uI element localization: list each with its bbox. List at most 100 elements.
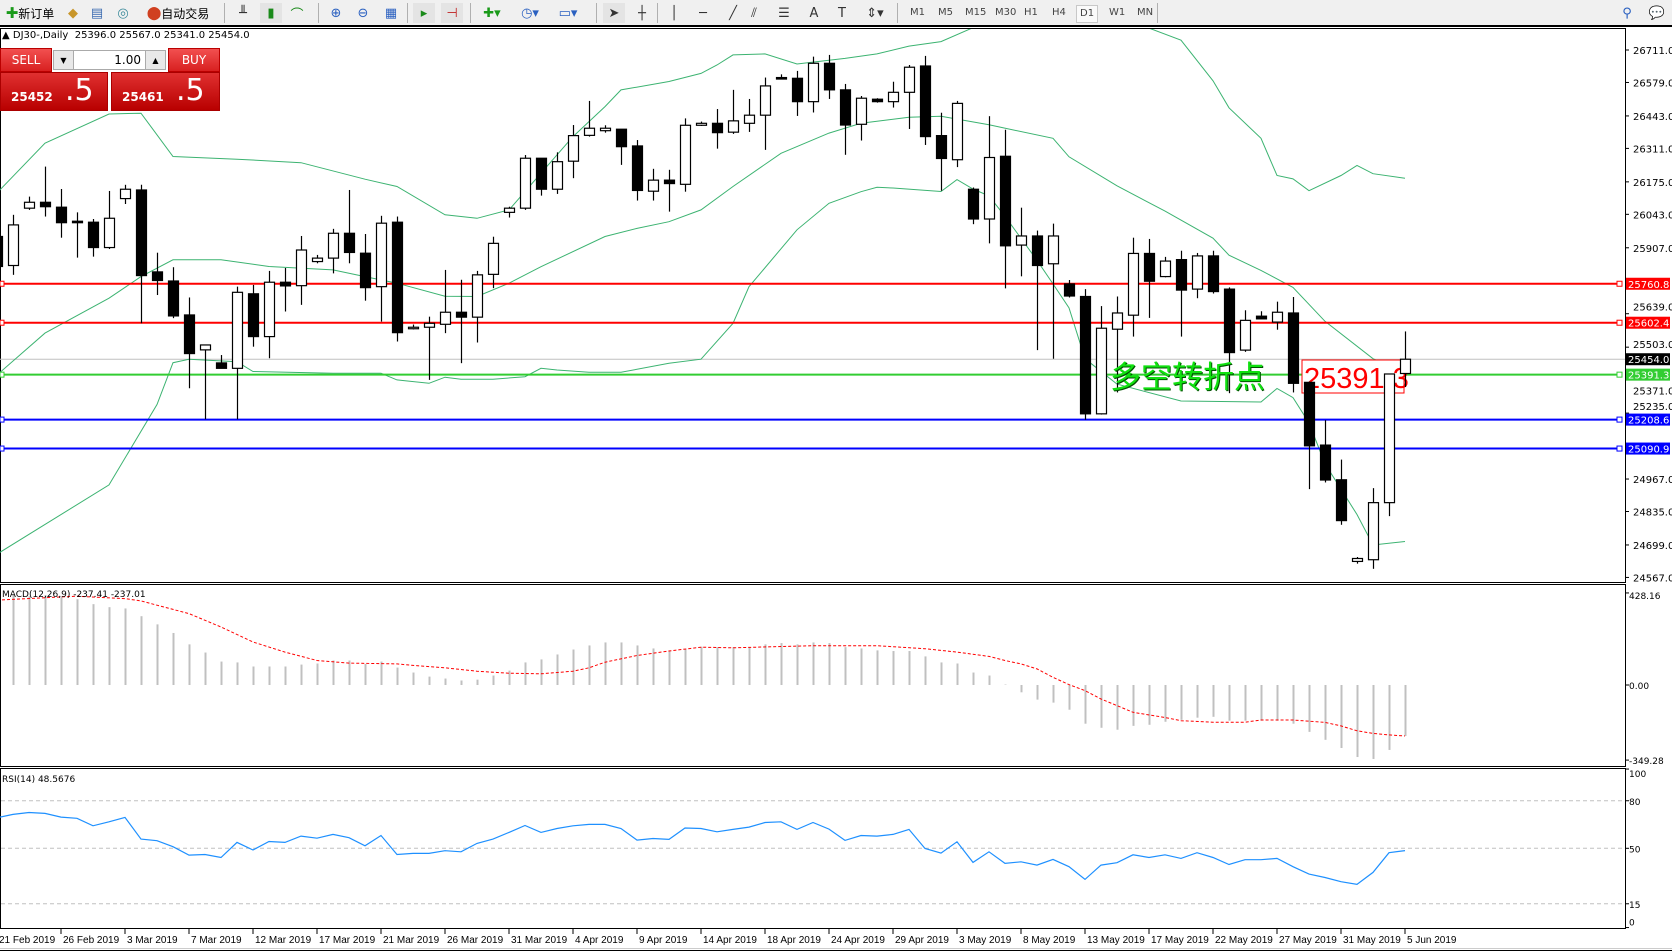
level-line-handle: [1616, 280, 1623, 287]
zoom-out-icon[interactable]: ⊖: [357, 5, 369, 21]
candle: [1239, 310, 1252, 352]
chart-shift-icon[interactable]: ⊣: [441, 3, 463, 23]
candle: [231, 286, 244, 420]
price-tick-label: 25639.0: [1633, 303, 1672, 314]
candle-body: [1351, 557, 1364, 563]
rsi-line: [0, 811, 1406, 886]
candle: [1271, 301, 1284, 330]
text-icon[interactable]: A: [809, 5, 819, 21]
buy-button[interactable]: BUY: [168, 48, 220, 72]
candle: [1127, 237, 1140, 337]
candlestick-icon[interactable]: ▮: [260, 3, 282, 23]
buy-price-button[interactable]: 25461 .5: [111, 72, 220, 111]
candle: [743, 98, 756, 132]
candle: [1031, 230, 1044, 351]
arrows-icon[interactable]: ⇕▾: [866, 5, 884, 21]
level-price-label: 25090.9: [1628, 445, 1669, 456]
price-tick-label: 24967.0: [1633, 475, 1672, 486]
new-order-button[interactable]: ✚ 新订单: [5, 4, 55, 22]
separator: [318, 3, 319, 23]
candle: [247, 284, 260, 347]
timeframe-h4-button[interactable]: H4: [1052, 7, 1066, 18]
fibonacci-icon[interactable]: ☰: [778, 5, 790, 21]
cursor-icon[interactable]: ➤: [603, 3, 625, 23]
templates-icon[interactable]: ▭▾: [558, 5, 578, 21]
candle-body: [391, 221, 404, 334]
price-tick-label: 24567.0: [1633, 573, 1672, 584]
timeframe-h1-button[interactable]: H1: [1024, 7, 1038, 18]
sell-button[interactable]: SELL: [0, 48, 52, 72]
indicators-icon[interactable]: ✚▾: [483, 5, 501, 21]
separator: [224, 3, 225, 23]
candle-body: [1207, 255, 1220, 293]
buy-price-fraction: .5: [176, 73, 205, 108]
lot-decrease-button[interactable]: ▼: [54, 51, 74, 69]
price-tick-label: 24835.0: [1633, 508, 1672, 519]
periods-icon[interactable]: ◷▾: [521, 5, 539, 21]
turning-point-annotation[interactable]: 多空转折点: [1110, 360, 1265, 396]
candle-body: [1175, 258, 1188, 291]
timeframe-m1-button[interactable]: M1: [910, 7, 925, 18]
timeframe-d1-button[interactable]: D1: [1076, 5, 1099, 23]
candle-body: [535, 157, 548, 190]
candle: [407, 324, 420, 330]
lot-size-stepper[interactable]: ▼ 1.00 ▲: [53, 50, 166, 70]
candle-body: [583, 127, 596, 136]
date-label: 18 Apr 2019: [767, 935, 821, 946]
current-price-label: 25454.0: [1628, 355, 1669, 366]
chart-info: ▲ DJ30-,Daily 25396.0 25567.0 25341.0 25…: [2, 30, 250, 41]
timeframe-m15-button[interactable]: M15: [965, 7, 987, 18]
timeframe-mn-button[interactable]: MN: [1137, 7, 1154, 18]
candle: [727, 89, 740, 134]
candle: [439, 269, 452, 334]
candle: [311, 254, 324, 264]
level-line-handle: [1616, 445, 1623, 452]
candle: [1351, 557, 1364, 564]
navigator-icon[interactable]: ▤: [90, 5, 104, 21]
rsi-tick-label: 0: [1629, 919, 1635, 929]
candle: [583, 100, 596, 137]
candle: [887, 81, 900, 108]
candle-body: [263, 281, 276, 338]
signals-icon[interactable]: ◎: [117, 5, 129, 21]
candle: [7, 214, 20, 275]
bar-chart-icon[interactable]: ╨: [239, 5, 247, 21]
candle-body: [887, 91, 900, 103]
candle: [695, 121, 708, 127]
line-chart-icon[interactable]: ⌒: [290, 7, 304, 23]
horizontal-line-icon[interactable]: ─: [699, 5, 707, 21]
text-label-icon[interactable]: T: [838, 5, 846, 21]
zoom-in-icon[interactable]: ⊕: [330, 5, 342, 21]
crosshair-icon[interactable]: ┼: [638, 5, 646, 21]
tile-windows-icon[interactable]: ▦: [384, 5, 398, 21]
candle-body: [23, 201, 36, 209]
timeframe-m5-button[interactable]: M5: [938, 7, 953, 18]
lot-size-input[interactable]: 1.00: [114, 53, 141, 67]
timeframe-m30-button[interactable]: M30: [995, 7, 1017, 18]
sell-price-button[interactable]: 25452 .5: [0, 72, 108, 111]
candle-body: [0, 235, 4, 268]
trendline-icon[interactable]: ╱: [729, 5, 737, 21]
candle: [839, 83, 852, 155]
auto-trading-button[interactable]: ⬤ 自动交易: [146, 5, 210, 21]
chat-icon[interactable]: 💬: [1648, 5, 1666, 21]
lot-increase-button[interactable]: ▲: [145, 51, 165, 69]
search-icon[interactable]: ⚲: [1622, 5, 1632, 21]
price-tick-label: 26311.0: [1633, 144, 1672, 155]
candle-body: [855, 97, 868, 125]
toolbar: ✚ 新订单 ◆ ▤ ◎ ⬤ 自动交易 ╨ ▮ ⌒ ⊕ ⊖ ▦ ▸ ⊣ ✚▾ ◷▾ ▭…: [0, 0, 1672, 27]
vertical-line-icon[interactable]: │: [670, 5, 678, 21]
collapse-triangle-icon[interactable]: ▲: [2, 30, 13, 41]
candle: [471, 270, 484, 343]
candle: [903, 65, 916, 129]
candle: [1223, 287, 1236, 394]
market-watch-icon[interactable]: ◆: [68, 5, 78, 21]
equidistant-channel-icon[interactable]: ⫽: [751, 5, 757, 21]
timeframe-w1-button[interactable]: W1: [1109, 7, 1126, 18]
level-price-label: 25208.6: [1628, 416, 1669, 427]
auto-scroll-icon[interactable]: ▸: [413, 3, 435, 23]
date-label: 13 May 2019: [1087, 935, 1145, 946]
candle: [455, 279, 468, 364]
date-label: 26 Mar 2019: [447, 935, 504, 946]
